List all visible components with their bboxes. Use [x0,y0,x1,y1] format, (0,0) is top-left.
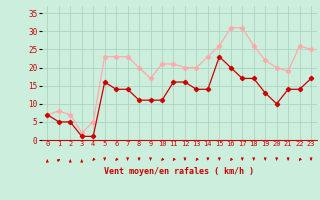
X-axis label: Vent moyen/en rafales ( km/h ): Vent moyen/en rafales ( km/h ) [104,167,254,176]
